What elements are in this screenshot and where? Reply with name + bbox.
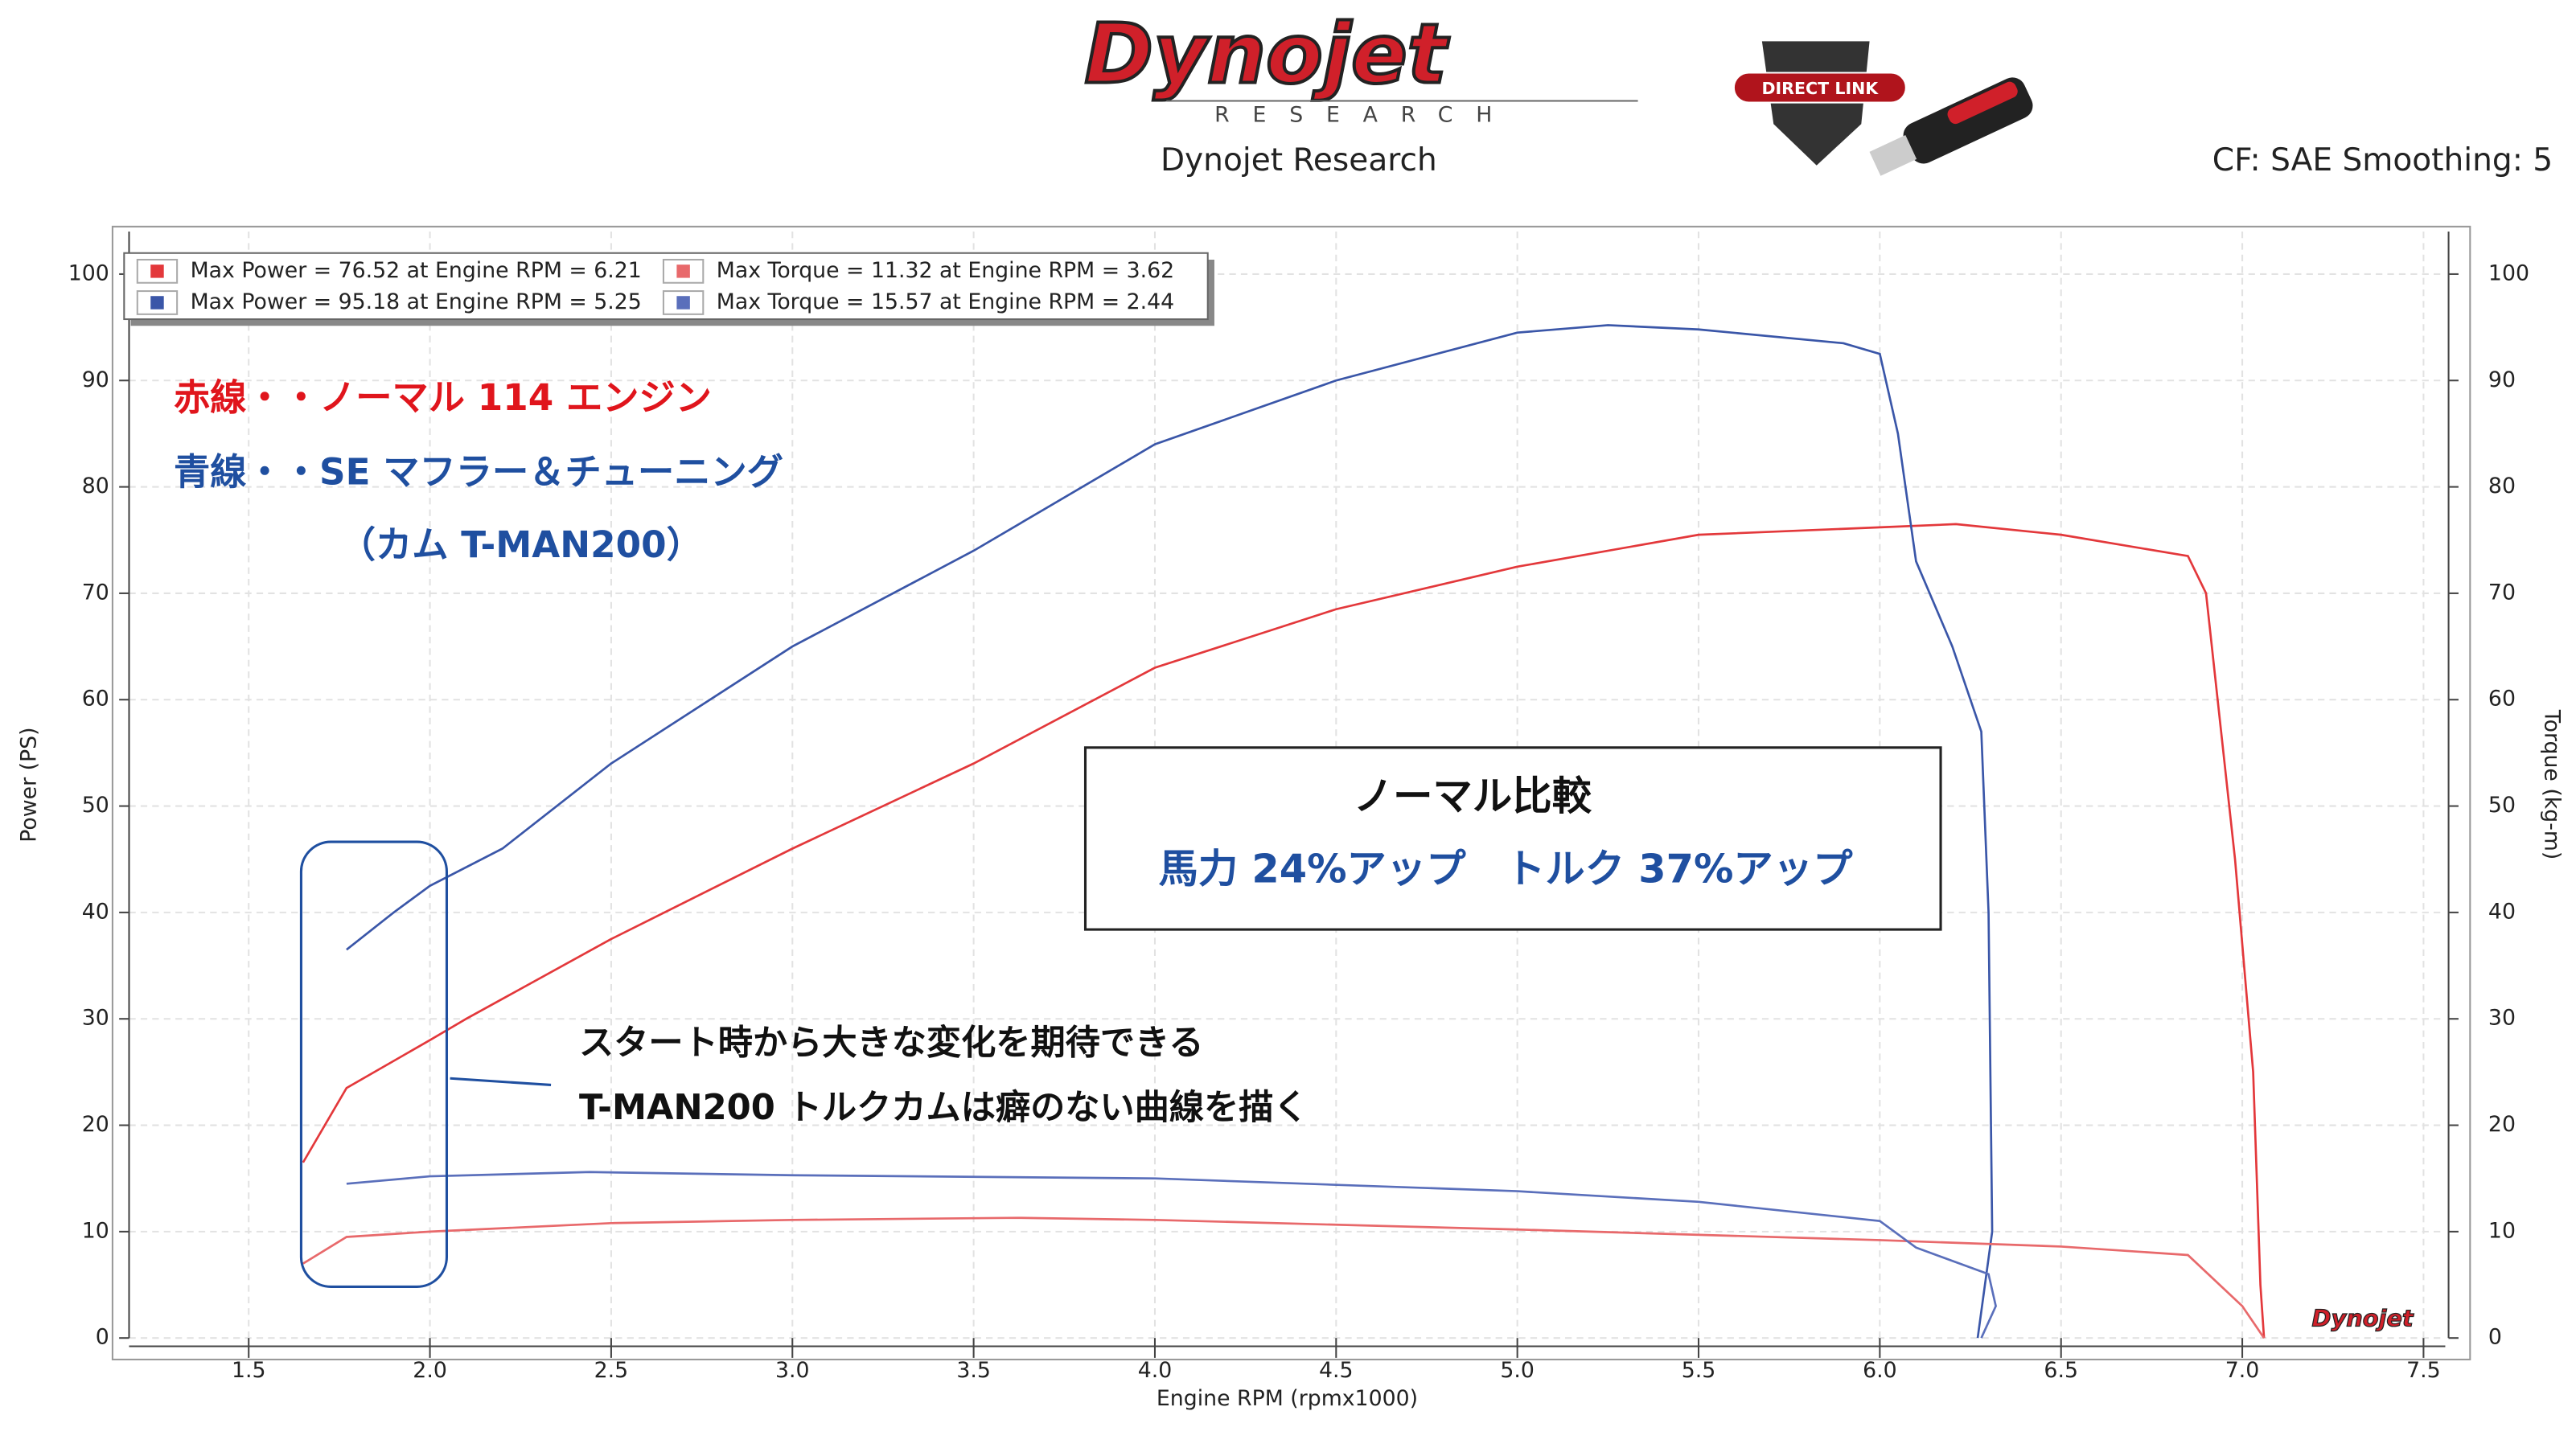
callout-title: ノーマル比較 [1354, 773, 1592, 819]
legend-label: Max Power = 76.52 at Engine RPM = 6.21 [191, 258, 642, 283]
legend-label: Max Torque = 11.32 at Engine RPM = 3.62 [717, 258, 1174, 283]
y2-tick-label: 10 [2488, 1218, 2516, 1243]
y-tick-label: 90 [82, 367, 109, 392]
y2-tick-label: 90 [2488, 367, 2516, 392]
callout-box [1083, 746, 1942, 931]
x-tick-label: 4.0 [1138, 1358, 1173, 1383]
legend-swatch [676, 296, 690, 310]
badge-shield [1761, 41, 1870, 166]
x-tick-label: 7.0 [2225, 1358, 2260, 1383]
y-tick-label: 80 [82, 474, 109, 498]
y2-tick-label: 50 [2488, 793, 2516, 818]
y2-tick-label: 70 [2488, 580, 2516, 605]
y2-tick-label: 100 [2488, 260, 2529, 285]
y2-tick-label: 40 [2488, 899, 2516, 924]
annotation: 赤線・・ノーマル 114 エンジン [174, 376, 712, 419]
annotation: （カム T-MAN200） [339, 523, 703, 566]
series-line [302, 523, 2266, 1339]
x-tick-label: 2.5 [594, 1358, 629, 1383]
annotation: T-MAN200 トルクカムは癖のない曲線を描く [579, 1088, 1309, 1128]
y2-axis-label: Torque (kg-m) [2540, 709, 2565, 860]
x-tick-label: 3.5 [956, 1358, 991, 1383]
y-tick-label: 70 [82, 580, 109, 605]
x-tick-label: 7.5 [2406, 1358, 2441, 1383]
legend-label: Max Power = 95.18 at Engine RPM = 5.25 [191, 289, 642, 314]
x-tick-label: 6.5 [2044, 1358, 2078, 1383]
series-line [302, 1216, 2266, 1339]
highlight [299, 840, 449, 1288]
pointer [450, 1077, 552, 1087]
x-tick-label: 1.5 [232, 1358, 266, 1383]
y-tick-label: 100 [68, 260, 109, 285]
legend-swatch [676, 265, 690, 278]
y2-tick-label: 30 [2488, 1006, 2516, 1031]
company: Dynojet Research [1161, 142, 1437, 178]
x-tick-label: 5.5 [1682, 1358, 1716, 1383]
annotation: 青線・・SE マフラー＆チューニング [174, 450, 783, 493]
y2-tick-label: 0 [2488, 1325, 2502, 1350]
logo: Dynojet [1085, 6, 1450, 102]
annotation: スタート時から大きな変化を期待できる [579, 1023, 1204, 1064]
y-tick-label: 50 [82, 793, 109, 818]
callout-text: 馬力 24%アップ トルク 37%アップ [1159, 846, 1854, 892]
y2-tick-label: 20 [2488, 1112, 2516, 1137]
settings: CF: SAE Smoothing: 5 [2212, 142, 2553, 178]
y-tick-label: 0 [96, 1325, 109, 1350]
series-line [346, 324, 1994, 1339]
legend-swatch [150, 265, 164, 278]
x-tick-label: 2.0 [413, 1358, 447, 1383]
y-axis-label: Power (PS) [17, 727, 42, 842]
badge-text: DIRECT LINK [1761, 79, 1879, 98]
x-tick-label: 3.0 [775, 1358, 810, 1383]
logo-sub: RESEARCH [1214, 102, 1515, 127]
x-tick-label: 4.5 [1319, 1358, 1354, 1383]
plot: 0 10 20 30 40 50 60 70 80 90 100 0 10 20 30 40 50 60 70 80 9… [17, 231, 2565, 1411]
x-tick-label: 5.0 [1500, 1358, 1535, 1383]
y-tick-label: 60 [82, 687, 109, 712]
legend-swatch [150, 296, 164, 310]
y-tick-label: 30 [82, 1006, 109, 1031]
y-tick-label: 10 [82, 1218, 109, 1243]
badge-band [1732, 72, 1907, 104]
series-line [346, 1171, 1997, 1339]
y-tick-label: 40 [82, 899, 109, 924]
y-tick-label: 20 [82, 1112, 109, 1137]
usb-icon [1869, 77, 2033, 176]
watermark: Dynojet [2312, 1305, 2414, 1332]
legend-label: Max Torque = 15.57 at Engine RPM = 2.44 [717, 289, 1174, 314]
y2-tick-label: 80 [2488, 474, 2516, 498]
x-tick-label: 6.0 [1863, 1358, 1897, 1383]
x-axis-label: Engine RPM (rpmx1000) [1157, 1386, 1418, 1411]
y2-tick-label: 60 [2488, 687, 2516, 712]
